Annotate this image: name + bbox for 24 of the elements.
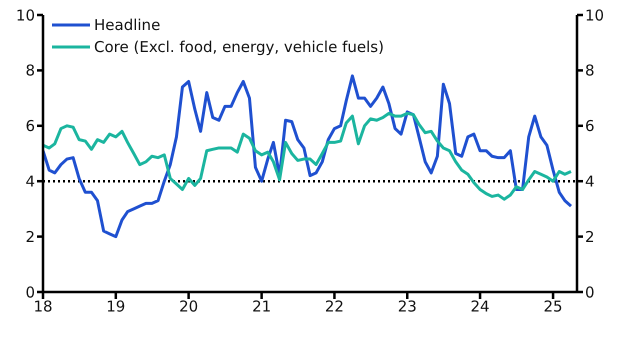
x-tick-label: 19: [106, 298, 126, 316]
x-tick-label: 23: [398, 298, 417, 316]
x-tick-label: 25: [544, 298, 563, 316]
legend-label: Headline: [94, 15, 160, 36]
y2-tick-label: 4: [585, 172, 595, 191]
x-tick-label: 18: [33, 298, 53, 316]
line-series: [43, 112, 573, 201]
y2-tick-label: 0: [585, 283, 595, 302]
legend-label: Core (Excl. food, energy, vehicle fuels): [94, 37, 384, 58]
y2-tick-label: 2: [585, 228, 595, 246]
y2-tick-label: 6: [585, 117, 595, 136]
line-series: [43, 74, 573, 238]
y2-tick-label: 8: [585, 62, 595, 80]
x-tick-label: 24: [470, 298, 490, 316]
y-tick-label: 10: [16, 6, 35, 24]
y-tick-label: 4: [25, 172, 35, 191]
y2-tick-label: 10: [585, 6, 604, 24]
x-tick-label: 22: [324, 298, 344, 316]
y-tick-label: 8: [25, 62, 35, 80]
y-tick-label: 6: [25, 117, 35, 136]
x-tick-label: 20: [179, 298, 198, 316]
x-tick-label: 21: [252, 298, 272, 316]
y-tick-label: 2: [25, 228, 35, 246]
y-tick-label: 0: [25, 283, 35, 302]
